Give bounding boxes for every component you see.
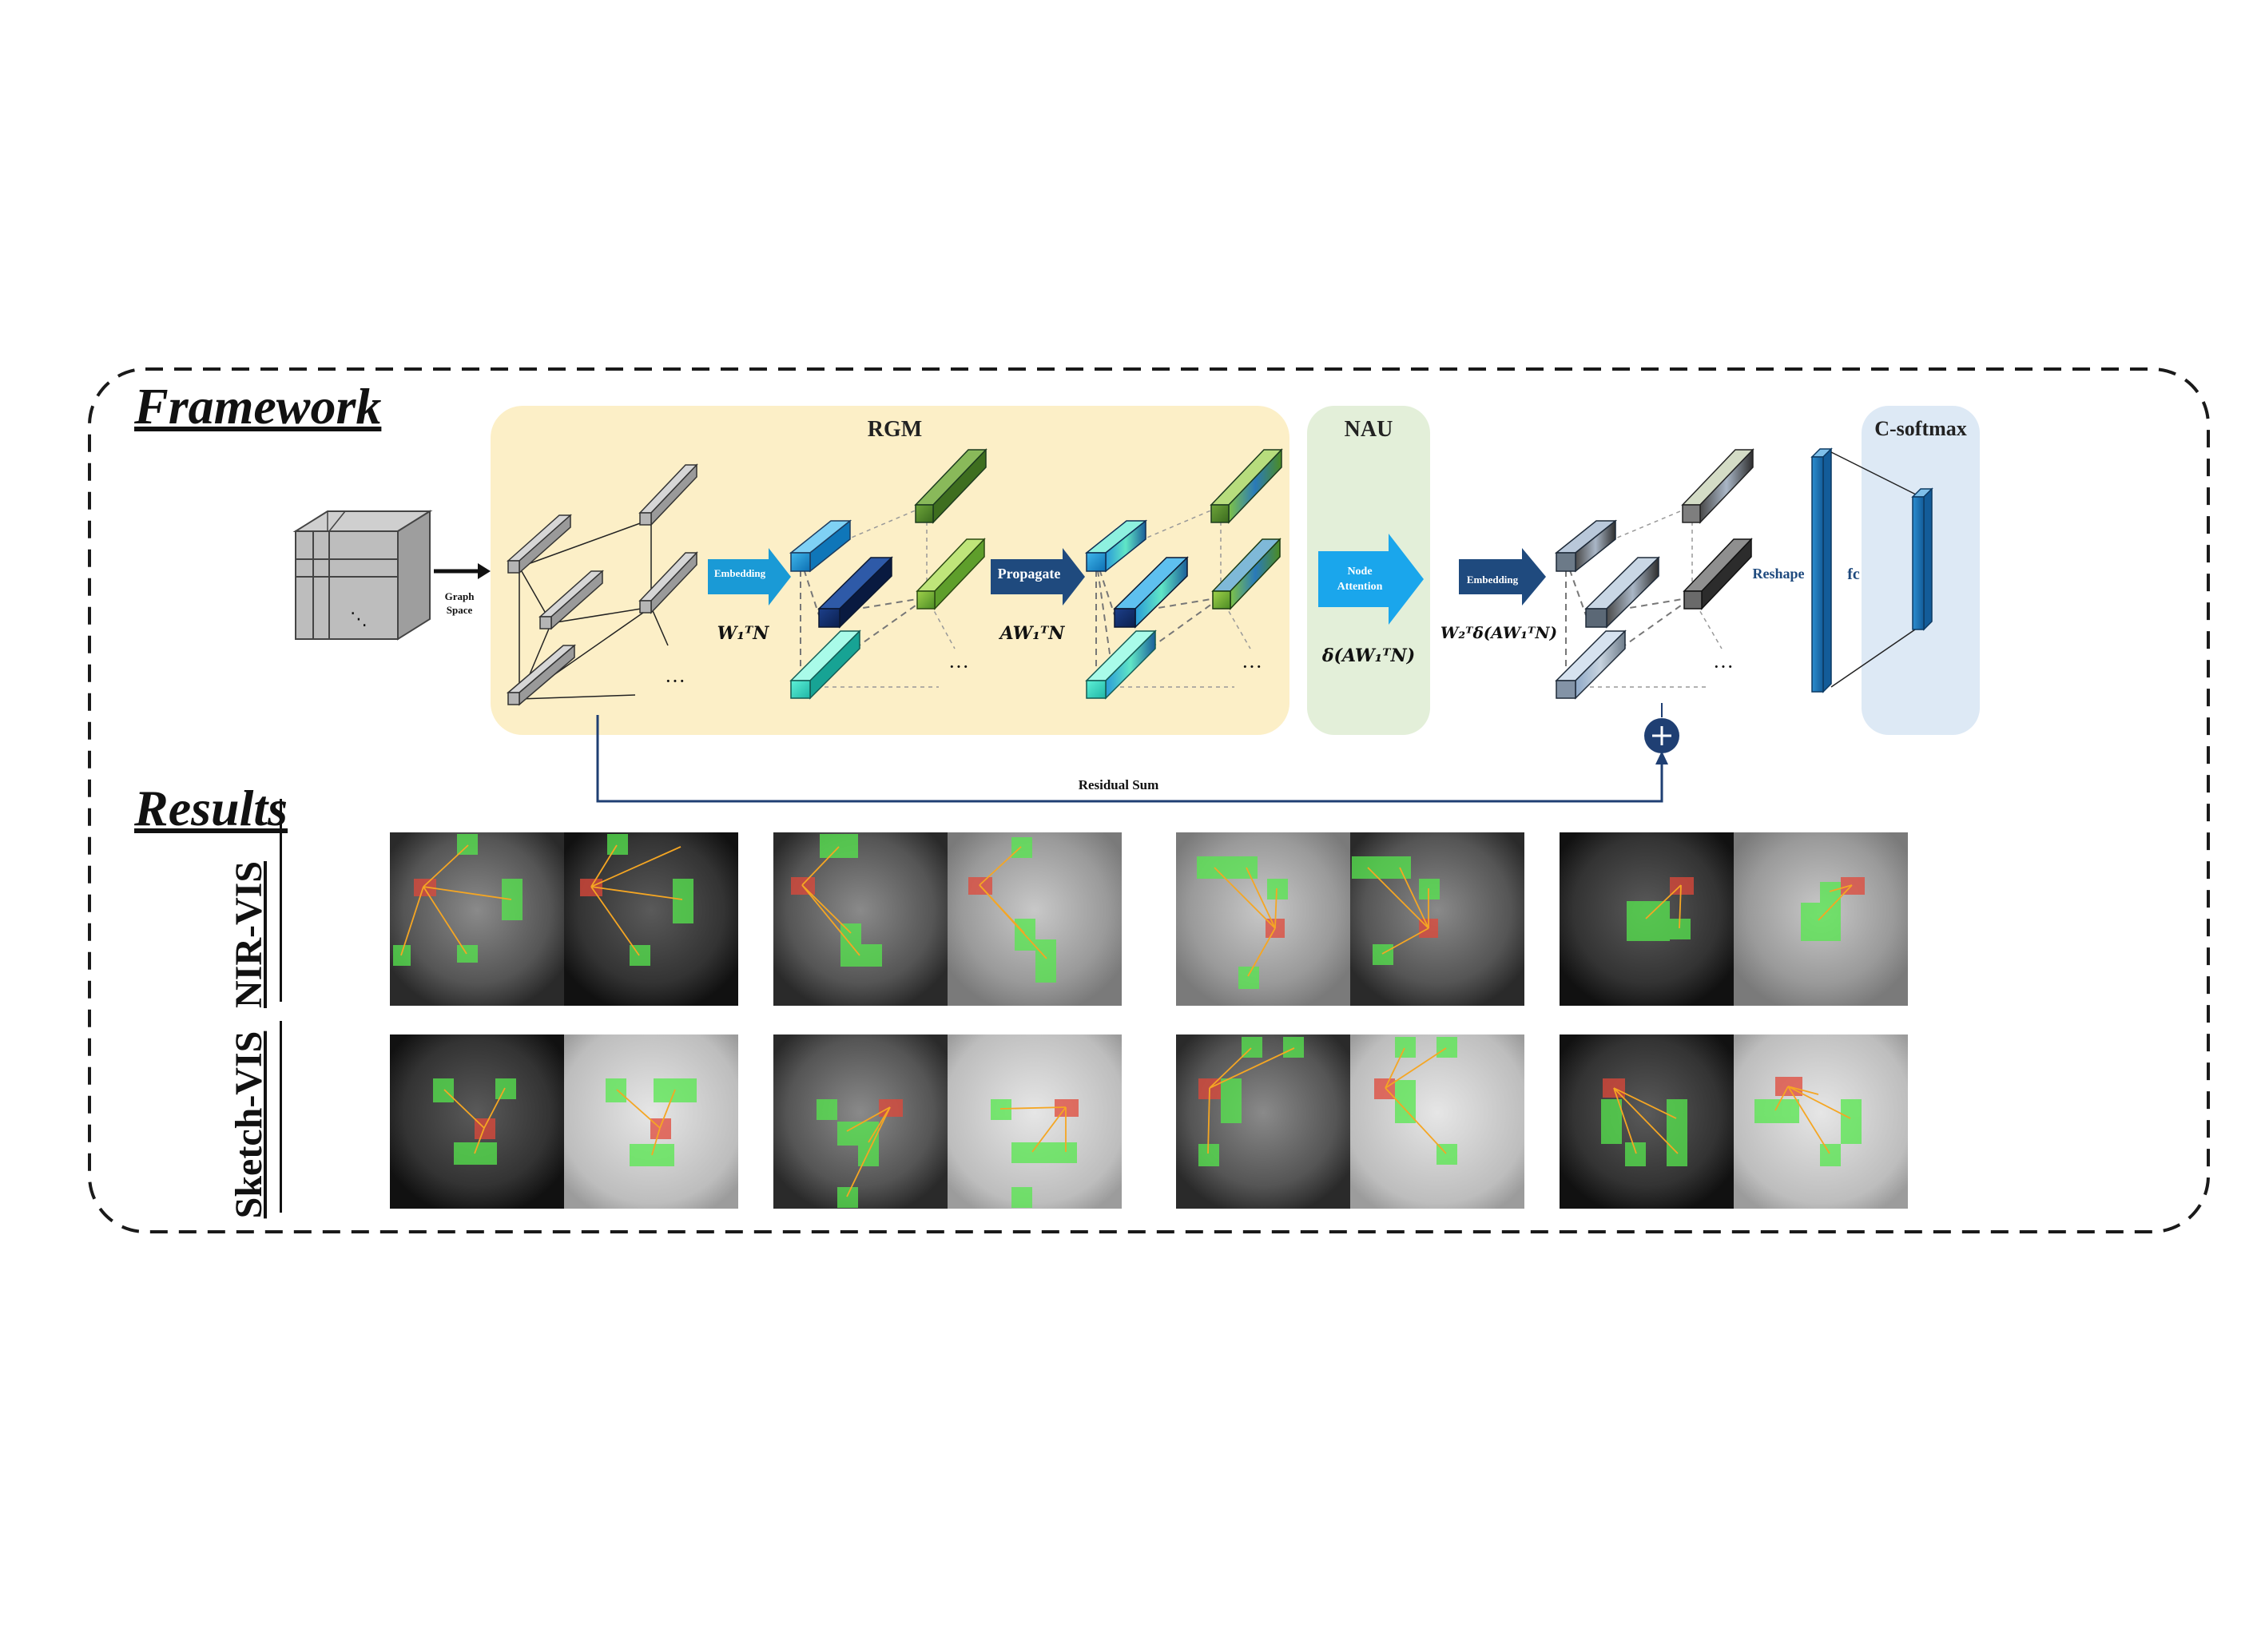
propagate-label: Propagate	[997, 566, 1061, 582]
cube-ellipsis-icon: ⋱	[350, 610, 368, 629]
framework-title: Framework	[134, 378, 382, 435]
sketch-pair-2	[773, 1034, 1122, 1209]
nir-pair-1	[390, 832, 738, 1006]
sketch-pair-1	[390, 1034, 738, 1209]
fc-label: fc	[1847, 566, 1860, 583]
formula-aw1n: AW₁ᵀN	[999, 623, 1065, 644]
attention-embedded-graph	[1554, 448, 1754, 700]
ellipsis-gray: ···	[665, 669, 685, 693]
rgm-header: RGM	[867, 417, 923, 442]
node-attention-arrow	[1318, 534, 1424, 625]
ellipsis-embedded: ···	[948, 655, 969, 678]
formula-w1n: W₁ᵀN	[717, 623, 769, 644]
results-title: Results	[134, 780, 288, 836]
sketch-pair-3	[1176, 1034, 1524, 1209]
nir-pair-3	[1176, 832, 1524, 1006]
graph-space-line1: Graph	[444, 590, 475, 602]
residual-line	[596, 715, 1663, 803]
row-separator-sketch	[280, 1021, 282, 1213]
graph-space-line2: Space	[446, 604, 473, 616]
softmax-vector	[1911, 487, 1933, 631]
propagate-arrow	[991, 548, 1085, 606]
node-attention-line1: Node	[1347, 566, 1373, 578]
nir-pair-2	[773, 832, 1122, 1006]
residual-sum-label: Residual Sum	[1078, 777, 1159, 792]
sketch-pair-4	[1560, 1034, 1908, 1209]
row-separator-nir	[280, 799, 282, 1002]
gray-node-cuboids	[506, 463, 698, 706]
embedding-arrow-1	[708, 548, 791, 606]
input-feature-cube: ⋱	[292, 510, 433, 641]
formula-delta: δ(AW₁ᵀN)	[1321, 645, 1416, 666]
graph-space-label: Graph Space	[435, 590, 483, 617]
csoftmax-header: C-softmax	[1874, 417, 1967, 440]
embedding-label-2: Embedding	[1466, 574, 1519, 586]
formula-w2: W₂ᵀδ(AW₁ᵀN)	[1440, 623, 1558, 642]
propagated-node-graph	[1084, 448, 1283, 700]
embedding-label-1: Embedding	[713, 567, 766, 579]
ellipsis-propagated: ···	[1242, 655, 1262, 678]
node-attention-line2: Attention	[1337, 581, 1383, 593]
nau-header: NAU	[1344, 417, 1393, 442]
nir-pair-4	[1560, 832, 1908, 1006]
embedded-node-graph	[789, 448, 987, 700]
embedding-arrow-2	[1459, 548, 1546, 606]
node-attention-label: Node Attention	[1321, 564, 1398, 594]
ellipsis-attention: ···	[1713, 655, 1734, 678]
reshape-vector	[1810, 447, 1833, 693]
reshape-label: Reshape	[1752, 566, 1805, 582]
